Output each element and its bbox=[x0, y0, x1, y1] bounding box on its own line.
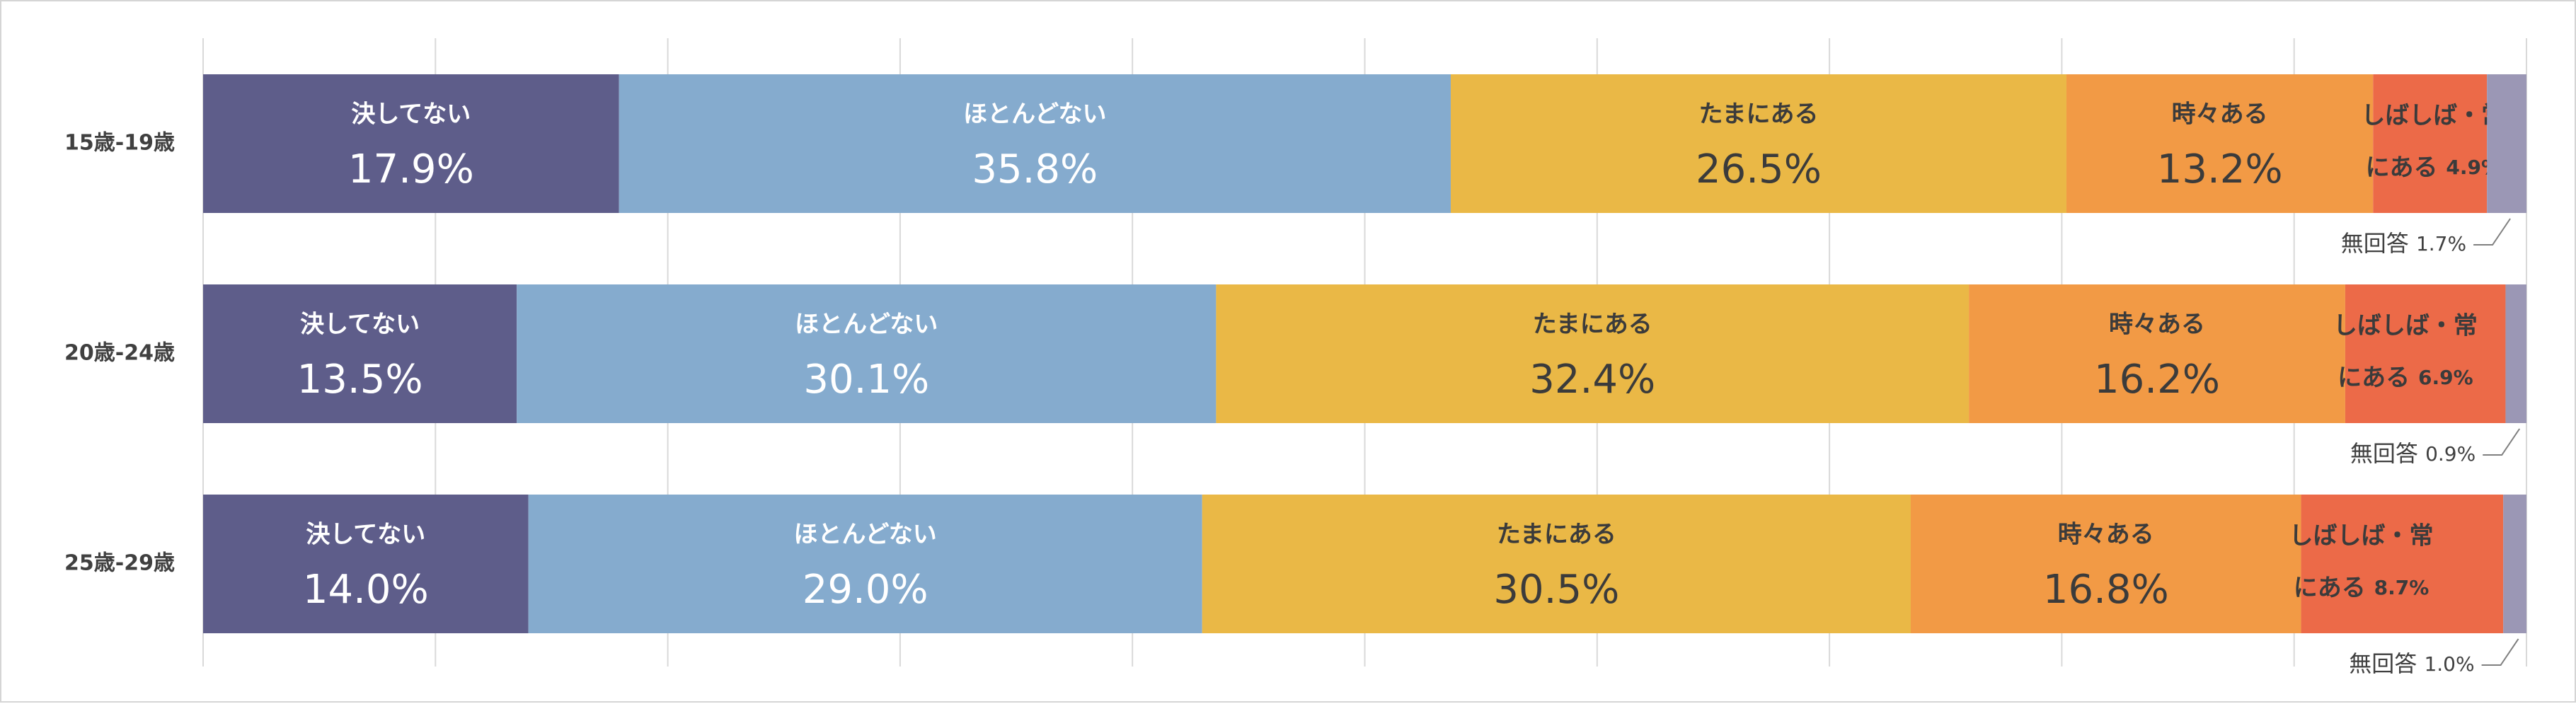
callout-value-label: 0.9% bbox=[2425, 442, 2476, 466]
segment-name-label: 時々ある bbox=[2058, 521, 2154, 549]
bar-segment bbox=[2066, 74, 2374, 213]
callout-leader-line bbox=[2473, 218, 2511, 246]
bar-segment bbox=[528, 495, 1202, 633]
segment-value-label: 35.8% bbox=[972, 146, 1098, 192]
segment-name-label: たまにある bbox=[1533, 311, 1652, 339]
segment-name-label: しばしば・常 bbox=[2289, 522, 2434, 550]
segment-name-label: たまにある bbox=[1698, 100, 1818, 129]
callout-value-label: 1.0% bbox=[2424, 652, 2474, 676]
segment-name-label: ほとんどない bbox=[793, 521, 936, 549]
callout-leader-line bbox=[2481, 638, 2519, 666]
segment-value-label: 17.9% bbox=[348, 146, 474, 192]
bar-segment bbox=[1216, 284, 1970, 423]
bar-segment bbox=[1969, 284, 2345, 423]
bar-segment bbox=[517, 284, 1217, 423]
segment-value-label: 26.5% bbox=[1696, 146, 1822, 192]
segment-name-label: 時々ある bbox=[2109, 311, 2205, 339]
segment-name-label: ほとんどない bbox=[963, 100, 1106, 129]
bar-segment bbox=[2373, 74, 2488, 213]
segment-value-label: 16.8% bbox=[2043, 567, 2169, 613]
category-label: 15歳-19歳 bbox=[64, 131, 175, 156]
segment-name-label: しばしば・常 bbox=[2333, 312, 2478, 340]
bar-segment bbox=[2503, 495, 2526, 633]
segment-name-label: にある 4.9% bbox=[2366, 154, 2502, 182]
bar-segment bbox=[619, 74, 1451, 213]
bar-segment bbox=[203, 284, 517, 423]
callout-label: 無回答 0.9% bbox=[2350, 440, 2476, 467]
segment-name-label: しばしば・常 bbox=[2361, 102, 2505, 130]
bar-segment bbox=[2301, 495, 2504, 633]
segment-name-label: 決してない bbox=[306, 521, 425, 549]
segment-value-label: 6.9% bbox=[2418, 366, 2473, 389]
bar-segment bbox=[2505, 284, 2526, 423]
segment-name-label: ほとんどない bbox=[795, 311, 938, 339]
segment-value-label: 29.0% bbox=[803, 567, 928, 613]
bar-segment bbox=[203, 495, 529, 633]
category-label: 20歳-24歳 bbox=[64, 341, 175, 366]
segment-value-label: 14.0% bbox=[303, 567, 429, 613]
segment-name-label: 時々ある bbox=[2172, 100, 2268, 129]
segment-name-label: 決してない bbox=[351, 100, 471, 129]
segment-value-label: 13.2% bbox=[2157, 146, 2283, 192]
bar-segment bbox=[1911, 495, 2301, 633]
segment-value-label: 16.2% bbox=[2094, 357, 2220, 403]
segment-value-label: 32.4% bbox=[1529, 357, 1655, 403]
segment-value-label: 30.1% bbox=[803, 357, 929, 403]
segment-name-label: にある 8.7% bbox=[2294, 574, 2430, 602]
bar-segment bbox=[203, 74, 619, 213]
callout-label: 無回答 1.0% bbox=[2349, 650, 2474, 677]
segment-value-label: 13.5% bbox=[297, 357, 423, 403]
category-label: 25歳-29歳 bbox=[64, 551, 175, 576]
callout-leader-line bbox=[2483, 428, 2521, 456]
segment-value-label: 8.7% bbox=[2374, 576, 2430, 599]
bar-segment bbox=[2487, 74, 2526, 213]
callout-label: 無回答 1.7% bbox=[2341, 230, 2466, 257]
bar-segment bbox=[1450, 74, 2066, 213]
segment-name-label: 決してない bbox=[300, 311, 420, 339]
segment-name-label: にある 6.9% bbox=[2338, 364, 2473, 392]
segment-value-label: 30.5% bbox=[1493, 567, 1619, 613]
bar-segment bbox=[2345, 284, 2506, 423]
segment-name-label: たまにある bbox=[1497, 521, 1616, 549]
callout-value-label: 1.7% bbox=[2416, 232, 2466, 255]
bar-segment bbox=[1202, 495, 1911, 633]
